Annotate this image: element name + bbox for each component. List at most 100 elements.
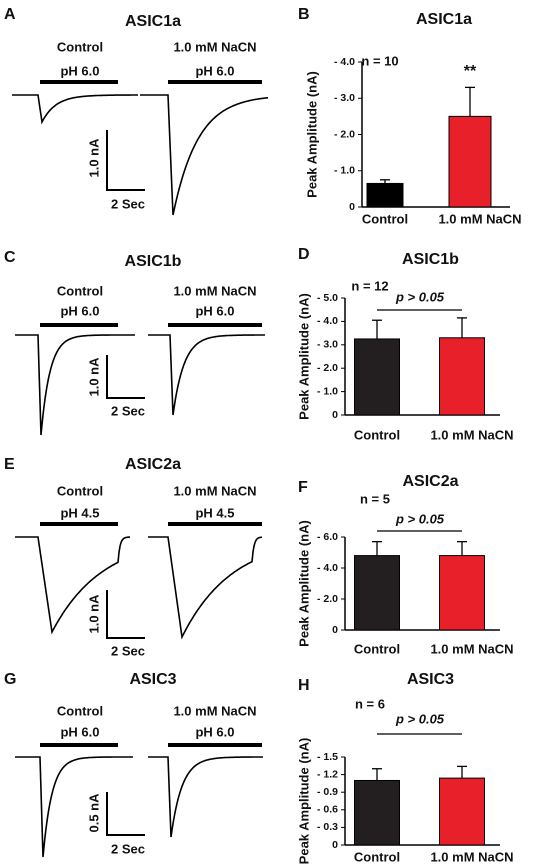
ph-label: pH 6.0 bbox=[60, 63, 99, 78]
chart-title: ASIC3 bbox=[407, 671, 454, 688]
scale-time: 2 Sec bbox=[111, 196, 145, 211]
y-tick-label: - 1.0 bbox=[317, 385, 338, 397]
panel-title: ASIC3 bbox=[129, 671, 176, 688]
y-tick-label: - 0.9 bbox=[317, 786, 338, 798]
condition-label: 1.0 mM NaCN bbox=[173, 483, 256, 498]
chart-title: ASIC1a bbox=[416, 11, 472, 28]
y-tick-label: - 1.2 bbox=[317, 768, 338, 780]
y-tick-label: - 2.0 bbox=[317, 593, 338, 605]
condition-label: Control bbox=[57, 283, 103, 298]
n-label: n = 6 bbox=[355, 696, 385, 711]
current-trace bbox=[148, 536, 263, 640]
panel-title: ASIC1b bbox=[125, 253, 182, 270]
y-tick-label: - 2.0 bbox=[334, 128, 355, 140]
bar bbox=[439, 555, 485, 631]
scale-bar bbox=[106, 130, 145, 191]
condition-label: 1.0 mM NaCN bbox=[173, 283, 256, 298]
y-axis-label: Peak Amplitude (nA) bbox=[296, 520, 311, 647]
y-tick-label: - 2.0 bbox=[317, 362, 338, 374]
condition-label: 1.0 mM NaCN bbox=[173, 39, 256, 54]
y-tick-label: - 6.0 bbox=[317, 531, 338, 543]
panel-letter: D bbox=[298, 246, 310, 263]
chart-title: ASIC1b bbox=[402, 251, 459, 268]
scale-current: 0.5 nA bbox=[86, 793, 101, 833]
ph-label: pH 6.0 bbox=[195, 63, 234, 78]
y-tick-label: 0 bbox=[332, 624, 338, 636]
condition-label: Control bbox=[57, 703, 103, 718]
x-tick-label: Control bbox=[354, 641, 400, 656]
condition-label: 1.0 mM NaCN bbox=[173, 703, 256, 718]
current-trace bbox=[15, 756, 133, 858]
x-tick-label: Control bbox=[362, 211, 408, 226]
panel-letter: F bbox=[298, 479, 308, 496]
scale-bar bbox=[106, 590, 145, 639]
chart-title: ASIC2a bbox=[402, 473, 458, 490]
y-axis-label: Peak Amplitude (nA) bbox=[304, 71, 319, 198]
comparison: p > 0.05 bbox=[395, 711, 445, 726]
x-tick-label: 1.0 mM NaCN bbox=[430, 849, 513, 864]
y-axis-label: Peak Amplitude (nA) bbox=[296, 293, 311, 420]
y-tick-label: 0 bbox=[332, 839, 338, 851]
y-tick-label: 0 bbox=[349, 201, 355, 213]
panel-title: ASIC1a bbox=[125, 13, 181, 30]
current-trace bbox=[15, 334, 135, 436]
panel-letter: C bbox=[4, 249, 16, 266]
x-tick-label: Control bbox=[354, 427, 400, 442]
bar bbox=[439, 777, 485, 846]
x-tick-label: 1.0 mM NaCN bbox=[438, 211, 521, 226]
y-tick-label: - 0.3 bbox=[317, 821, 338, 833]
y-axis-label: Peak Amplitude (nA) bbox=[296, 738, 311, 865]
bar bbox=[439, 337, 485, 416]
y-tick-label: - 3.0 bbox=[317, 339, 338, 351]
y-tick-label: - 5.0 bbox=[317, 292, 338, 304]
n-label: n = 12 bbox=[351, 278, 388, 293]
current-trace bbox=[15, 536, 130, 635]
bar bbox=[366, 182, 404, 208]
panel-letter: A bbox=[4, 6, 16, 23]
y-tick-label: - 1.5 bbox=[317, 751, 338, 763]
bar bbox=[448, 115, 492, 208]
current-trace bbox=[12, 94, 138, 125]
scale-time: 2 Sec bbox=[111, 643, 145, 658]
y-tick-label: - 4.0 bbox=[334, 56, 355, 68]
scale-time: 2 Sec bbox=[111, 403, 145, 418]
bar bbox=[354, 338, 400, 416]
ph-label: pH 6.0 bbox=[195, 724, 234, 739]
y-tick-label: - 1.0 bbox=[334, 165, 355, 177]
ph-label: pH 4.5 bbox=[60, 505, 99, 520]
x-tick-label: 1.0 mM NaCN bbox=[430, 427, 513, 442]
comparison: p > 0.05 bbox=[395, 511, 445, 526]
y-tick-label: 0 bbox=[332, 409, 338, 421]
bar bbox=[354, 779, 400, 846]
condition-label: Control bbox=[57, 39, 103, 54]
n-label: n = 5 bbox=[360, 491, 390, 506]
scale-bar bbox=[106, 792, 145, 836]
ph-label: pH 4.5 bbox=[195, 505, 234, 520]
comparison: p > 0.05 bbox=[395, 289, 445, 304]
y-tick-label: - 0.6 bbox=[317, 804, 338, 816]
scale-current: 1.0 nA bbox=[86, 357, 101, 397]
x-tick-label: 1.0 mM NaCN bbox=[430, 641, 513, 656]
panel-letter: H bbox=[298, 677, 310, 694]
panel-title: ASIC2a bbox=[125, 456, 181, 473]
current-trace bbox=[148, 334, 265, 416]
panel-letter: E bbox=[4, 456, 15, 473]
y-tick-label: - 3.0 bbox=[334, 92, 355, 104]
ph-label: pH 6.0 bbox=[60, 724, 99, 739]
x-tick-label: Control bbox=[354, 849, 400, 864]
bar bbox=[354, 555, 400, 631]
scale-bar bbox=[106, 355, 145, 399]
scale-current: 1.0 nA bbox=[86, 594, 101, 634]
y-tick-label: - 4.0 bbox=[317, 315, 338, 327]
ph-label: pH 6.0 bbox=[60, 303, 99, 318]
current-trace bbox=[148, 756, 263, 838]
scale-current: 1.0 nA bbox=[86, 138, 101, 178]
panel-letter: B bbox=[298, 6, 310, 23]
condition-label: Control bbox=[57, 483, 103, 498]
panel-letter: G bbox=[4, 671, 16, 688]
y-tick-label: - 4.0 bbox=[317, 562, 338, 574]
significance: ** bbox=[464, 63, 477, 80]
scale-time: 2 Sec bbox=[111, 841, 145, 856]
current-trace bbox=[140, 94, 269, 216]
